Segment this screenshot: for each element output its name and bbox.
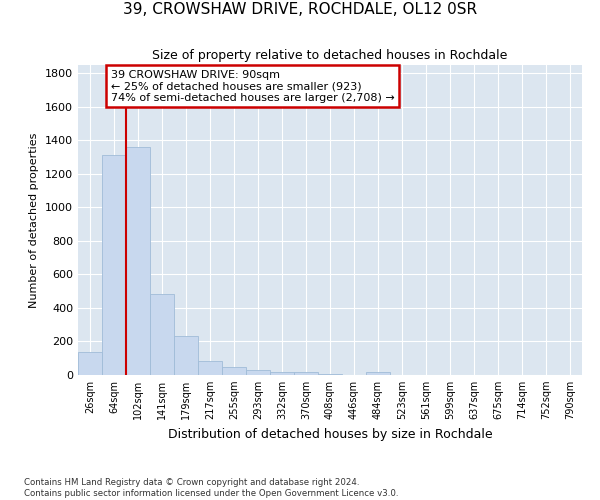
Bar (174, 336, 198, 375)
Bar (150, 294, 174, 375)
Bar (246, 370, 270, 375)
Title: Size of property relative to detached houses in Rochdale: Size of property relative to detached ho… (152, 50, 508, 62)
Y-axis label: Number of detached properties: Number of detached properties (29, 132, 40, 308)
X-axis label: Distribution of detached houses by size in Rochdale: Distribution of detached houses by size … (167, 428, 493, 440)
Text: 39 CROWSHAW DRIVE: 90sqm
← 25% of detached houses are smaller (923)
74% of semi-: 39 CROWSHAW DRIVE: 90sqm ← 25% of detach… (111, 70, 395, 103)
Bar (294, 372, 318, 375)
Text: 39, CROWSHAW DRIVE, ROCHDALE, OL12 0SR: 39, CROWSHAW DRIVE, ROCHDALE, OL12 0SR (123, 2, 477, 18)
Bar (126, 147, 150, 375)
Text: Contains HM Land Registry data © Crown copyright and database right 2024.
Contai: Contains HM Land Registry data © Crown c… (24, 478, 398, 498)
Bar (222, 366, 246, 375)
Bar (366, 372, 390, 375)
Bar (198, 361, 222, 375)
Bar (78, 352, 102, 375)
Bar (318, 374, 342, 375)
Bar (102, 156, 126, 375)
Bar (270, 372, 294, 375)
